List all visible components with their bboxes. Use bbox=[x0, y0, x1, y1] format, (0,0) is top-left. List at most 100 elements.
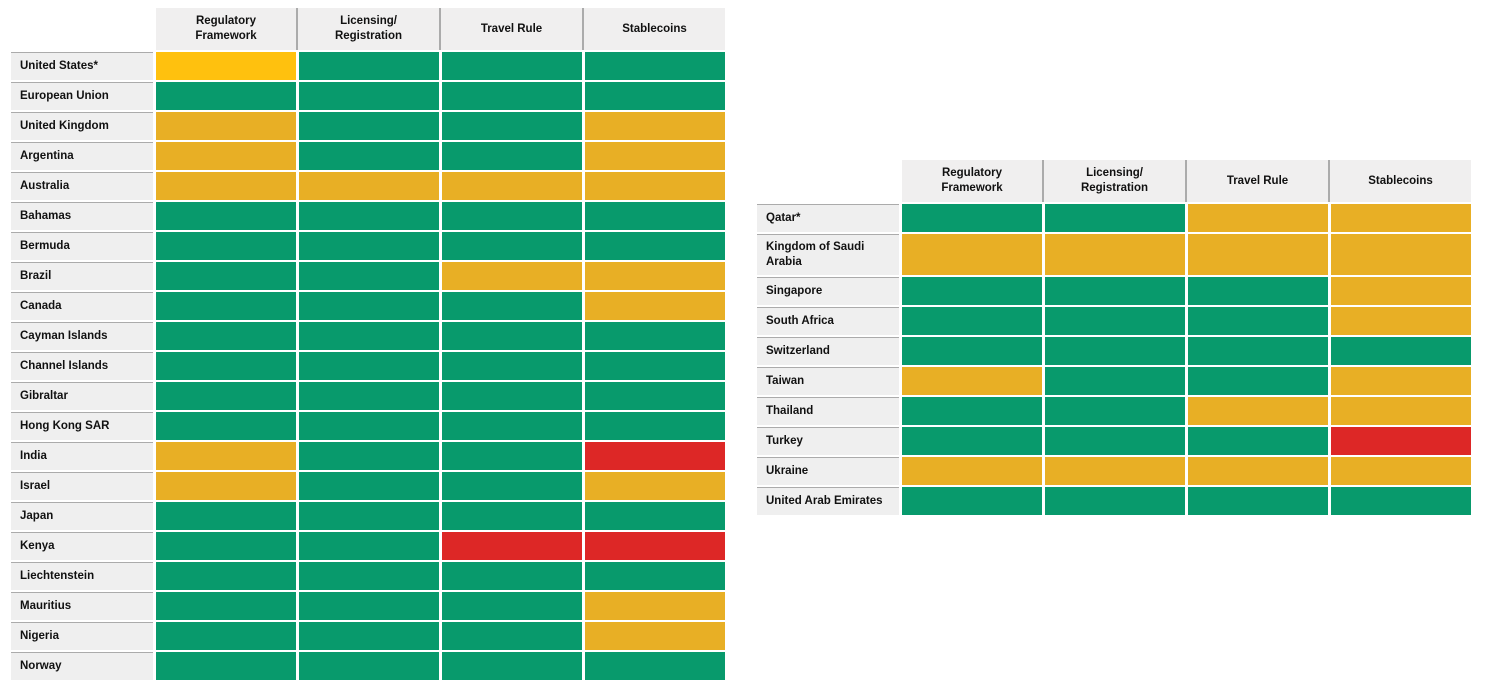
status-cell bbox=[156, 52, 296, 80]
status-cell bbox=[156, 232, 296, 260]
row-label: Japan bbox=[11, 502, 153, 530]
row-label: Mauritius bbox=[11, 592, 153, 620]
row-label: Brazil bbox=[11, 262, 153, 290]
status-cell bbox=[585, 502, 725, 530]
status-cell bbox=[299, 52, 439, 80]
status-cell bbox=[299, 442, 439, 470]
status-cell bbox=[902, 234, 1042, 276]
status-cell bbox=[1188, 307, 1328, 336]
column-header: Travel Rule bbox=[439, 8, 582, 50]
status-cell bbox=[585, 202, 725, 230]
status-cell bbox=[585, 592, 725, 620]
status-cell bbox=[585, 82, 725, 110]
status-cell bbox=[299, 112, 439, 140]
status-cell bbox=[442, 622, 582, 650]
status-cell bbox=[156, 202, 296, 230]
status-cell bbox=[156, 562, 296, 590]
status-cell bbox=[156, 412, 296, 440]
row-label: Liechtenstein bbox=[11, 562, 153, 590]
status-cell bbox=[1331, 234, 1471, 276]
row-label: Thailand bbox=[757, 397, 899, 426]
status-cell bbox=[156, 262, 296, 290]
status-cell bbox=[1188, 427, 1328, 456]
status-cell bbox=[299, 532, 439, 560]
row-label: Canada bbox=[11, 292, 153, 320]
status-cell bbox=[299, 82, 439, 110]
row-label: Taiwan bbox=[757, 367, 899, 396]
status-cell bbox=[442, 232, 582, 260]
status-cell bbox=[442, 172, 582, 200]
status-cell bbox=[442, 292, 582, 320]
status-cell bbox=[299, 562, 439, 590]
status-cell bbox=[1188, 487, 1328, 516]
column-header: Stablecoins bbox=[1328, 160, 1471, 202]
row-label: European Union bbox=[11, 82, 153, 110]
status-cell bbox=[442, 142, 582, 170]
status-cell bbox=[442, 592, 582, 620]
status-cell bbox=[442, 652, 582, 680]
status-cell bbox=[156, 142, 296, 170]
row-label: Argentina bbox=[11, 142, 153, 170]
row-label: United States* bbox=[11, 52, 153, 80]
row-label: Australia bbox=[11, 172, 153, 200]
status-cell bbox=[1188, 277, 1328, 306]
status-cell bbox=[299, 142, 439, 170]
status-cell bbox=[1331, 367, 1471, 396]
status-cell bbox=[299, 232, 439, 260]
status-cell bbox=[442, 322, 582, 350]
status-cell bbox=[1331, 337, 1471, 366]
status-cell bbox=[156, 172, 296, 200]
column-header: Travel Rule bbox=[1185, 160, 1328, 202]
status-cell bbox=[156, 622, 296, 650]
status-cell bbox=[442, 202, 582, 230]
row-label: Bermuda bbox=[11, 232, 153, 260]
status-cell bbox=[902, 277, 1042, 306]
column-header: Stablecoins bbox=[582, 8, 725, 50]
status-cell bbox=[1045, 337, 1185, 366]
status-cell bbox=[442, 352, 582, 380]
column-header: Licensing/ Registration bbox=[296, 8, 439, 50]
status-cell bbox=[1045, 427, 1185, 456]
status-cell bbox=[299, 172, 439, 200]
status-cell bbox=[585, 472, 725, 500]
status-cell bbox=[299, 352, 439, 380]
status-cell bbox=[585, 652, 725, 680]
status-cell bbox=[299, 262, 439, 290]
status-cell bbox=[156, 472, 296, 500]
table-corner bbox=[11, 8, 153, 50]
status-cell bbox=[156, 442, 296, 470]
status-cell bbox=[299, 472, 439, 500]
status-cell bbox=[1331, 277, 1471, 306]
row-label: Cayman Islands bbox=[11, 322, 153, 350]
status-cell bbox=[585, 232, 725, 260]
status-cell bbox=[585, 562, 725, 590]
status-cell bbox=[442, 112, 582, 140]
column-header: Licensing/ Registration bbox=[1042, 160, 1185, 202]
status-cell bbox=[156, 322, 296, 350]
status-cell bbox=[1045, 204, 1185, 232]
status-cell bbox=[299, 622, 439, 650]
status-cell bbox=[1331, 427, 1471, 456]
status-cell bbox=[902, 337, 1042, 366]
status-cell bbox=[1045, 367, 1185, 396]
status-cell bbox=[1188, 337, 1328, 366]
status-cell bbox=[1045, 277, 1185, 306]
status-cell bbox=[1331, 457, 1471, 486]
row-label: Hong Kong SAR bbox=[11, 412, 153, 440]
status-cell bbox=[1331, 307, 1471, 336]
row-label: Channel Islands bbox=[11, 352, 153, 380]
column-header: Regulatory Framework bbox=[156, 8, 296, 50]
status-cell bbox=[585, 442, 725, 470]
status-cell bbox=[1188, 234, 1328, 276]
status-cell bbox=[585, 292, 725, 320]
status-cell bbox=[1045, 234, 1185, 276]
status-cell bbox=[585, 262, 725, 290]
row-label: United Arab Emirates bbox=[757, 487, 899, 516]
row-label: Gibraltar bbox=[11, 382, 153, 410]
status-cell bbox=[156, 652, 296, 680]
status-cell bbox=[156, 112, 296, 140]
status-cell bbox=[299, 322, 439, 350]
column-header: Regulatory Framework bbox=[902, 160, 1042, 202]
status-cell bbox=[1188, 204, 1328, 232]
status-cell bbox=[1331, 204, 1471, 232]
